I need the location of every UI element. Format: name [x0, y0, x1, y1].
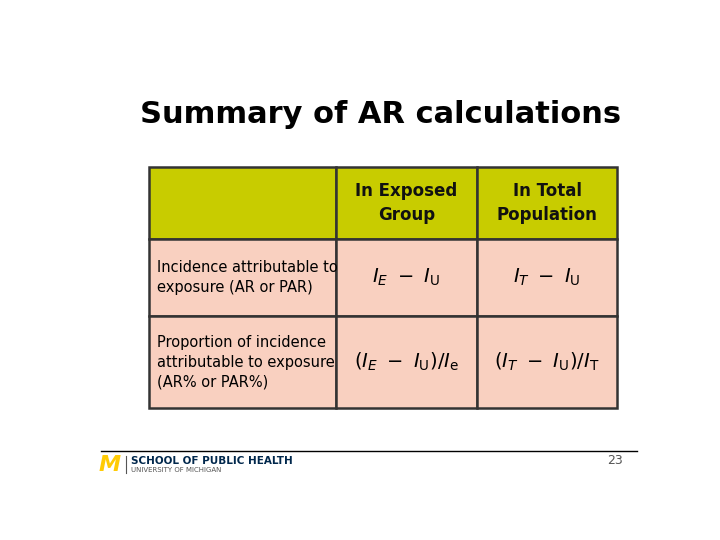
Bar: [148, 167, 336, 239]
Text: Summary of AR calculations: Summary of AR calculations: [140, 100, 621, 129]
Bar: [148, 239, 336, 316]
Text: $\mathit{I}_T\rm\ -\ \mathit{I}_U$: $\mathit{I}_T\rm\ -\ \mathit{I}_U$: [513, 267, 581, 288]
Text: UNIVERSITY OF MICHIGAN: UNIVERSITY OF MICHIGAN: [131, 467, 221, 473]
Text: $(\mathit{I}_E\rm\ -\ \mathit{I}_U)/\mathit{I}_e$: $(\mathit{I}_E\rm\ -\ \mathit{I}_U)/\mat…: [354, 351, 459, 373]
Bar: [477, 239, 617, 316]
Text: In Total
Population: In Total Population: [497, 182, 598, 224]
Text: Proportion of incidence
attributable to exposure
(AR% or PAR%): Proportion of incidence attributable to …: [157, 335, 335, 389]
Text: Incidence attributable to
exposure (AR or PAR): Incidence attributable to exposure (AR o…: [157, 260, 338, 295]
Bar: [477, 316, 617, 408]
Text: 23: 23: [607, 454, 623, 467]
Bar: [336, 316, 477, 408]
Bar: [336, 239, 477, 316]
Text: $(\mathit{I}_T\rm\ -\ \mathit{I}_U)/\mathit{I}_T$: $(\mathit{I}_T\rm\ -\ \mathit{I}_U)/\mat…: [495, 351, 600, 373]
Text: $\mathit{I}_E\rm\ -\ \mathit{I}_U$: $\mathit{I}_E\rm\ -\ \mathit{I}_U$: [372, 267, 441, 288]
Text: In Exposed
Group: In Exposed Group: [355, 182, 457, 224]
Bar: [148, 316, 336, 408]
Bar: [477, 167, 617, 239]
Text: SCHOOL OF PUBLIC HEALTH: SCHOOL OF PUBLIC HEALTH: [131, 456, 292, 465]
Text: M: M: [99, 455, 120, 475]
Bar: [336, 167, 477, 239]
